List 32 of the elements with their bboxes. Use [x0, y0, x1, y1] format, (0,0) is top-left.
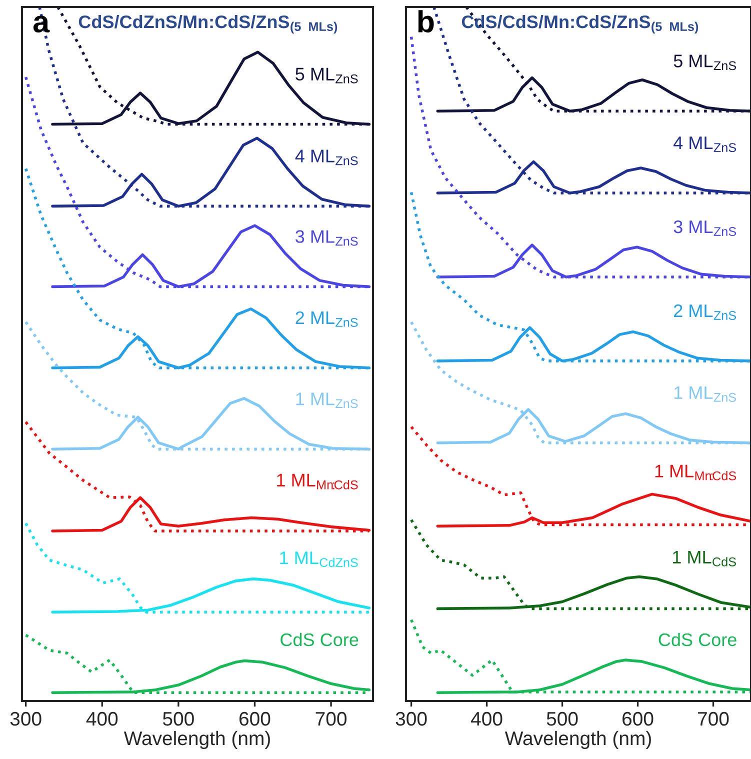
x-tick-label: 400 [86, 712, 118, 726]
x-tick-label: 500 [162, 712, 194, 726]
series-label: 1 ML$_{CdZnS}$ [280, 552, 358, 568]
annotation: a [33, 16, 50, 33]
series-label: 4 ML$_{ZnS}$ [295, 150, 358, 166]
series-label: 5 ML$_{ZnS}$ [674, 54, 736, 70]
series-label: 1 ML$_{CdS}$ [673, 550, 736, 566]
x-tick-label: 400 [471, 712, 502, 726]
x-axis-title: Wavelength (nm) [504, 730, 651, 750]
series-label: 3 ML$_{ZnS}$ [674, 220, 736, 236]
series-label: 1 ML$_{ZnS}$ [674, 386, 736, 402]
series-label: 4 ML$_{ZnS}$ [674, 136, 736, 152]
chart-title: CdS/CdZnS/Mn:CdS/ZnS$_{(5 MLs)}$ [78, 14, 338, 34]
series-label: 1 ML$_{Mn:CdS}$ [277, 474, 358, 490]
series-label: 2 ML$_{ZnS}$ [674, 304, 736, 320]
x-tick-label: 300 [10, 712, 42, 726]
x-tick-label: 700 [698, 712, 729, 726]
x-tick-label: 600 [622, 712, 654, 726]
x-axis-title: Wavelength (nm) [124, 730, 270, 750]
chart-title: CdS/CdS/Mn:CdS/ZnS$_{(5 MLs)}$ [462, 14, 698, 34]
series-label: CdS Core [658, 632, 736, 646]
series-label: 1 ML$_{Mn:CdS}$ [655, 464, 736, 480]
series-label: CdS Core [280, 632, 358, 646]
series-label: 2 ML$_{ZnS}$ [296, 311, 358, 327]
series-label: 3 ML$_{ZnS}$ [296, 230, 358, 246]
x-tick-label: 500 [546, 712, 578, 726]
x-tick-label: 700 [316, 712, 346, 726]
x-tick-label: 300 [396, 712, 427, 726]
x-tick-label: 600 [239, 712, 270, 726]
series-label: 5 ML$_{ZnS}$ [296, 68, 358, 84]
series-label: 1 ML$_{ZnS}$ [296, 392, 358, 408]
annotation: b [418, 10, 434, 33]
